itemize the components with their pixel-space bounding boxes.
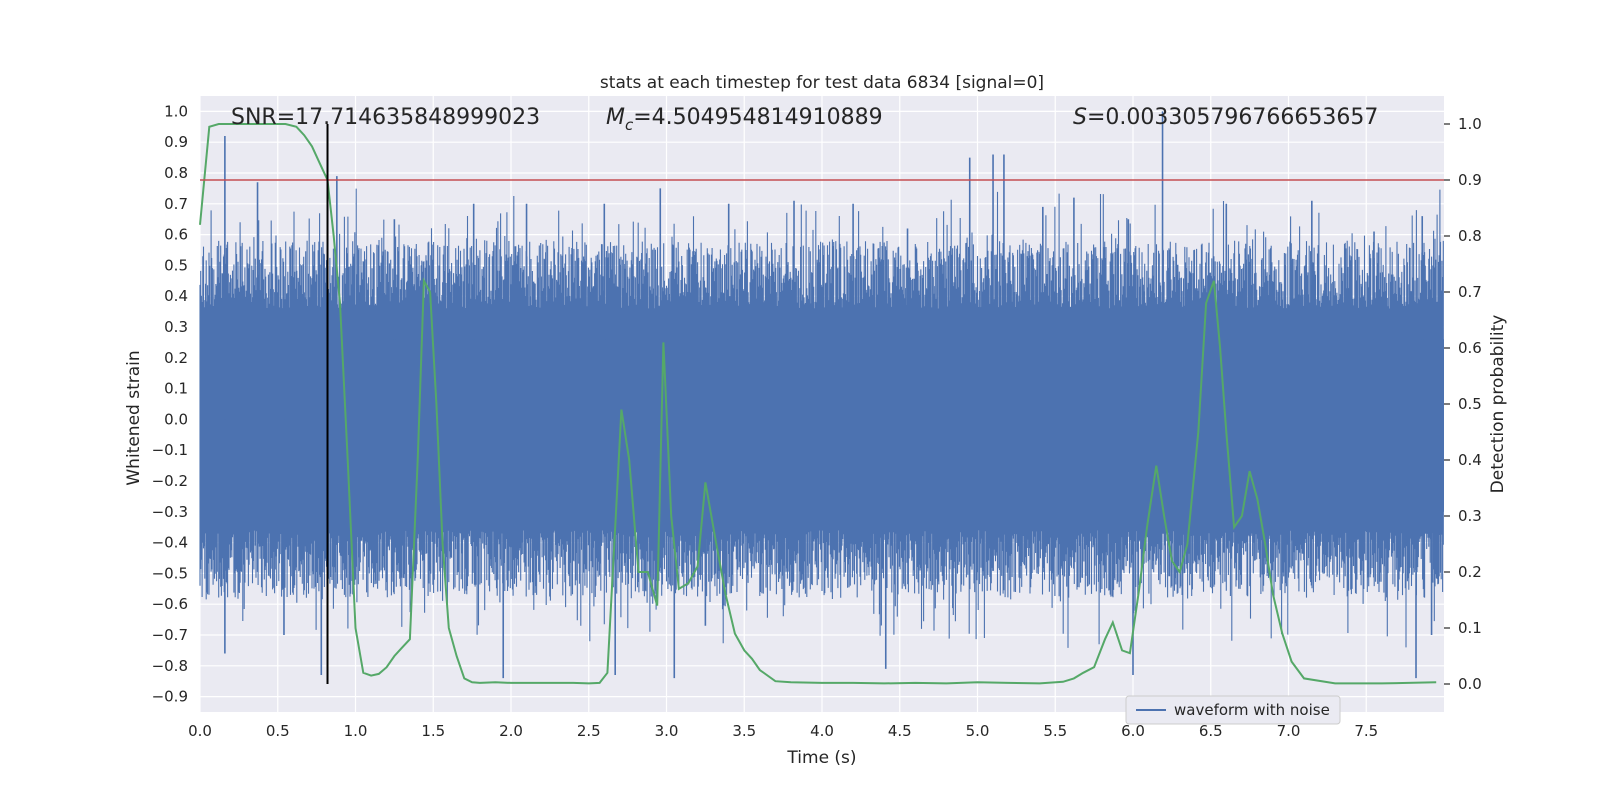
waveform-with-noise-series	[199, 188, 1444, 648]
right-y-tick-label: 0.6	[1458, 339, 1482, 357]
right-y-tick-label: 0.2	[1458, 563, 1482, 581]
statistic-value: =0.003305796766653657	[1087, 105, 1378, 130]
left-y-tick-label: −0.2	[152, 472, 188, 490]
left-y-tick-label: 0.6	[164, 226, 188, 244]
left-y-axis-label: Whitened strain	[124, 350, 144, 485]
right-y-tick-label: 1.0	[1458, 115, 1482, 133]
waveform-spikes	[224, 111, 1433, 679]
chirp-mass-subscript: c	[625, 116, 634, 134]
x-tick-label: 1.0	[344, 722, 368, 740]
x-tick-label: 2.5	[577, 722, 601, 740]
legend-label: waveform with noise	[1174, 701, 1330, 719]
waveform-core	[200, 339, 1444, 512]
x-axis-label: Time (s)	[786, 748, 856, 768]
right-y-tick-label: 0.9	[1458, 171, 1482, 189]
x-tick-label: 5.5	[1043, 722, 1067, 740]
x-axis-ticks: 0.0 0.5 1.0 1.5 2.0 2.5 3.0 3.5 4.0 4.5 5.0 5.5 6.0 6…	[188, 722, 1378, 740]
left-y-tick-label: −0.9	[152, 688, 188, 706]
left-y-tick-label: 0.1	[164, 380, 188, 398]
right-y-tick-label: 0.8	[1458, 227, 1482, 245]
right-y-tick-label: 0.7	[1458, 283, 1482, 301]
left-y-tick-label: 0.8	[164, 164, 188, 182]
snr-annotation: SNR=17.714635848999023	[231, 105, 540, 130]
left-y-tick-label: −0.4	[152, 534, 188, 552]
left-y-tick-label: 0.9	[164, 133, 188, 151]
x-tick-label: 1.5	[421, 722, 445, 740]
right-y-tick-label: 0.5	[1458, 395, 1482, 413]
left-y-tick-label: 0.2	[164, 349, 188, 367]
left-y-tick-label: 0.7	[164, 195, 188, 213]
x-tick-label: 3.5	[732, 722, 756, 740]
right-y-axis-ticks: 1.0 0.9 0.8 0.7 0.6 0.5 0.4 0.3 0.2 0.1 0.0	[1444, 115, 1482, 693]
left-y-tick-label: −0.6	[152, 595, 188, 613]
chirp-mass-value: =4.504954814910889	[633, 105, 882, 130]
left-y-tick-label: 0.0	[164, 410, 188, 428]
legend-box	[1125, 695, 1341, 725]
chirp-mass-symbol: M	[606, 105, 625, 130]
right-y-tick-label: 0.4	[1458, 451, 1482, 469]
x-tick-label: 7.5	[1354, 722, 1378, 740]
right-y-axis-label: Detection probability	[1488, 315, 1508, 494]
legend: waveform with noise	[1125, 695, 1341, 725]
statistic-symbol: S	[1073, 105, 1087, 130]
chart-title: stats at each timestep for test data 683…	[600, 73, 1044, 93]
x-tick-label: 0.0	[188, 722, 212, 740]
plot-content	[199, 111, 1444, 685]
x-tick-label: 7.0	[1277, 722, 1301, 740]
left-y-tick-label: −0.5	[152, 564, 188, 582]
x-tick-label: 3.0	[655, 722, 679, 740]
left-y-tick-label: −0.8	[152, 657, 188, 675]
right-y-tick-label: 0.0	[1458, 675, 1482, 693]
x-tick-label: 4.0	[810, 722, 834, 740]
left-y-tick-label: 0.4	[164, 287, 188, 305]
left-y-tick-label: −0.7	[152, 626, 188, 644]
left-y-tick-label: 0.3	[164, 318, 188, 336]
x-tick-label: 4.5	[888, 722, 912, 740]
detection-probability-line	[199, 123, 1437, 685]
x-tick-label: 5.0	[966, 722, 990, 740]
chirp-mass-annotation: Mc=4.504954814910889	[606, 105, 883, 134]
right-y-tick-label: 0.1	[1458, 619, 1482, 637]
left-y-tick-label: 1.0	[164, 102, 188, 120]
statistic-annotation: S=0.003305796766653657	[1073, 105, 1378, 130]
right-y-tick-label: 0.3	[1458, 507, 1482, 525]
x-tick-label: 6.0	[1121, 722, 1145, 740]
left-y-tick-label: 0.5	[164, 256, 188, 274]
x-tick-label: 2.0	[499, 722, 523, 740]
left-y-tick-label: −0.3	[152, 503, 188, 521]
left-y-tick-label: −0.1	[152, 441, 188, 459]
left-y-axis-ticks: 1.0 0.9 0.8 0.7 0.6 0.5 0.4 0.3 0.2 0.1 0.0 −0.1 −0.…	[152, 102, 188, 705]
x-tick-label: 0.5	[266, 722, 290, 740]
x-tick-label: 6.5	[1199, 722, 1223, 740]
